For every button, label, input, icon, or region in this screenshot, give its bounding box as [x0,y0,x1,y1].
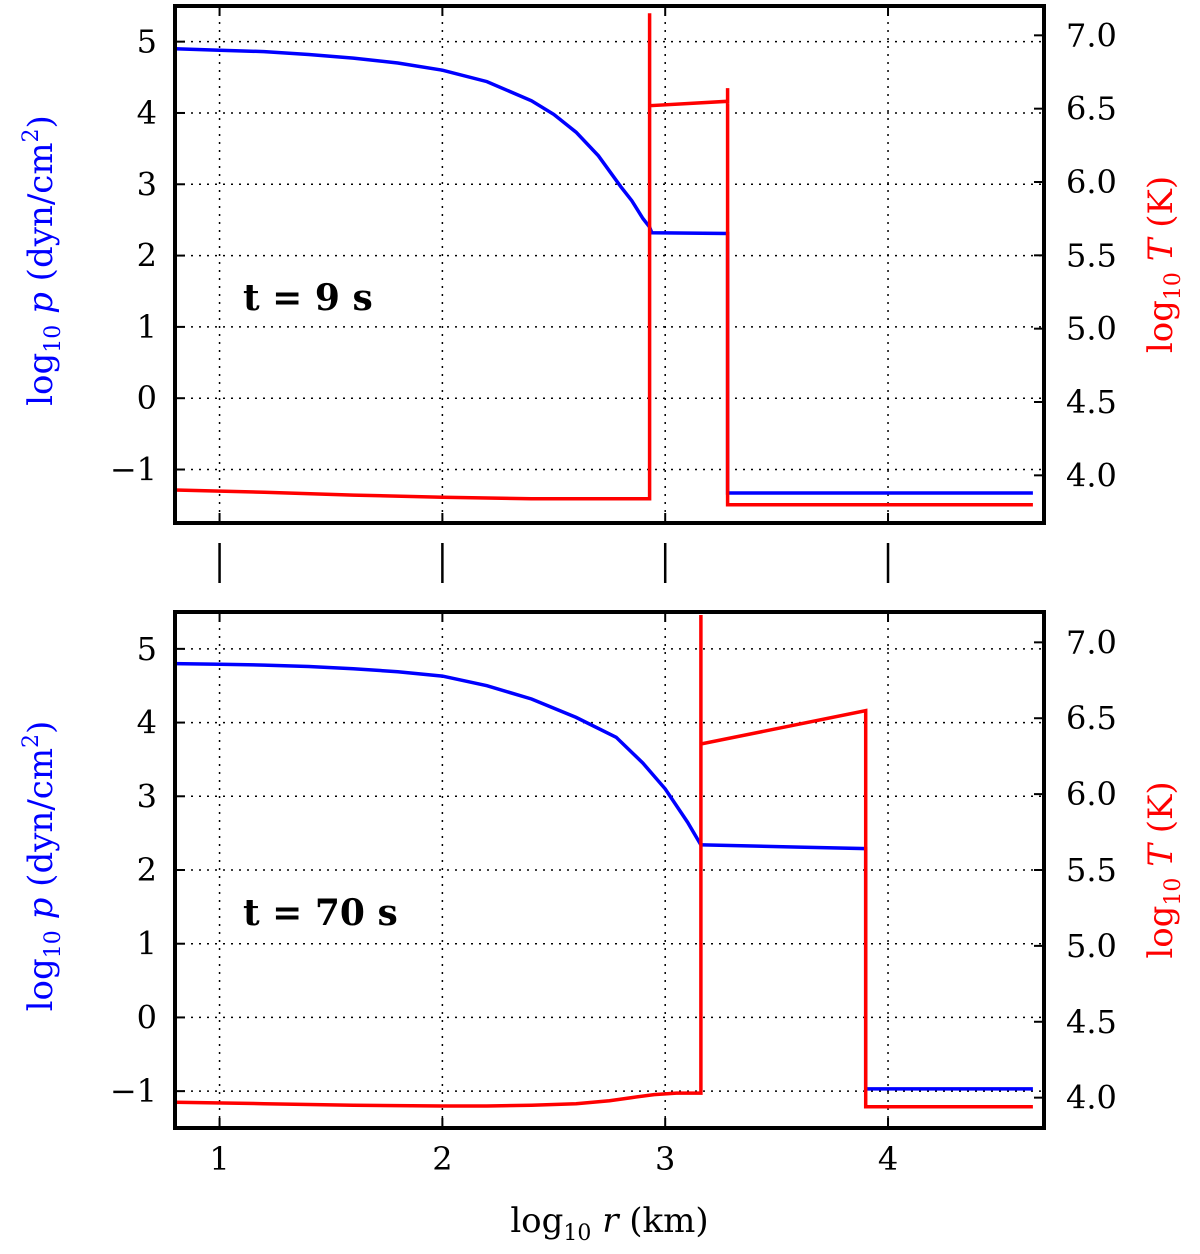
y-right-tick-label: 4.5 [1066,1003,1117,1041]
plot-frame [173,610,1046,1130]
series-line-temperature [174,13,1033,507]
y-right-tick-label: 6.0 [1066,775,1117,813]
y-right-tick-label: 5.0 [1066,927,1117,965]
y-right-tick-label: 6.5 [1066,699,1117,737]
y-right-tick-label: 5.5 [1066,851,1117,889]
y-left-tick-label: 5 [137,630,157,668]
y-left-tick-label: −1 [110,1072,157,1110]
x-tick-label: 4 [878,1140,898,1178]
x-tick-label: 3 [655,1140,675,1178]
y-right-tick-label: 5.5 [1066,236,1117,274]
y-right-tick-label: 6.0 [1066,163,1117,201]
y-right-tick-label: 7.0 [1066,623,1117,661]
y-right-axis-title: log10 T (K) [1141,176,1186,353]
y-left-tick-label: 3 [137,777,157,815]
y-left-tick-label: 4 [137,94,157,132]
x-tick-label: 2 [432,1140,452,1178]
series-line-pressure [174,47,1033,495]
y-left-axis-title: log10 p (dyn/cm2) [19,115,66,406]
y-left-tick-label: −1 [110,451,157,489]
y-right-axis-title: log10 T (K) [1141,781,1186,958]
panel-bottom: −1 0 1 2 3 4 5 4.0 4.5 5.0 5.5 6.0 6.5 7.0 t = 70 s log… [19,610,1186,1246]
series-line-pressure [174,661,1033,1091]
y-right-tick-label: 6.5 [1066,90,1117,128]
x-axis-title: log10 r (km) [510,1201,708,1246]
time-annotation: t = 70 s [243,892,398,934]
y-right-tick-label: 4.0 [1066,1079,1117,1117]
series-line-temperature [174,615,1033,1109]
x-tick-label: 1 [209,1140,229,1178]
y-left-tick-label: 5 [137,23,157,61]
panel-top: −1 0 1 2 3 4 5 4.0 4.5 5.0 5.5 6.0 6.5 7.0 t = 9 s log1… [19,4,1186,583]
y-right-tick-label: 5.0 [1066,310,1117,348]
y-left-tick-label: 2 [137,851,157,889]
y-right-tick-label: 7.0 [1066,16,1117,54]
y-left-tick-label: 4 [137,704,157,742]
y-left-tick-label: 3 [137,165,157,203]
y-right-tick-label: 4.5 [1066,383,1117,421]
y-left-tick-label: 1 [137,925,157,963]
y-left-tick-label: 0 [137,379,157,417]
y-right-tick-label: 4.0 [1066,456,1117,494]
y-left-tick-label: 1 [137,308,157,346]
y-left-axis-title: log10 p (dyn/cm2) [19,721,66,1012]
time-annotation: t = 9 s [243,277,373,319]
y-left-tick-label: 0 [137,998,157,1036]
y-left-tick-label: 2 [137,237,157,275]
plot-frame [173,4,1046,525]
